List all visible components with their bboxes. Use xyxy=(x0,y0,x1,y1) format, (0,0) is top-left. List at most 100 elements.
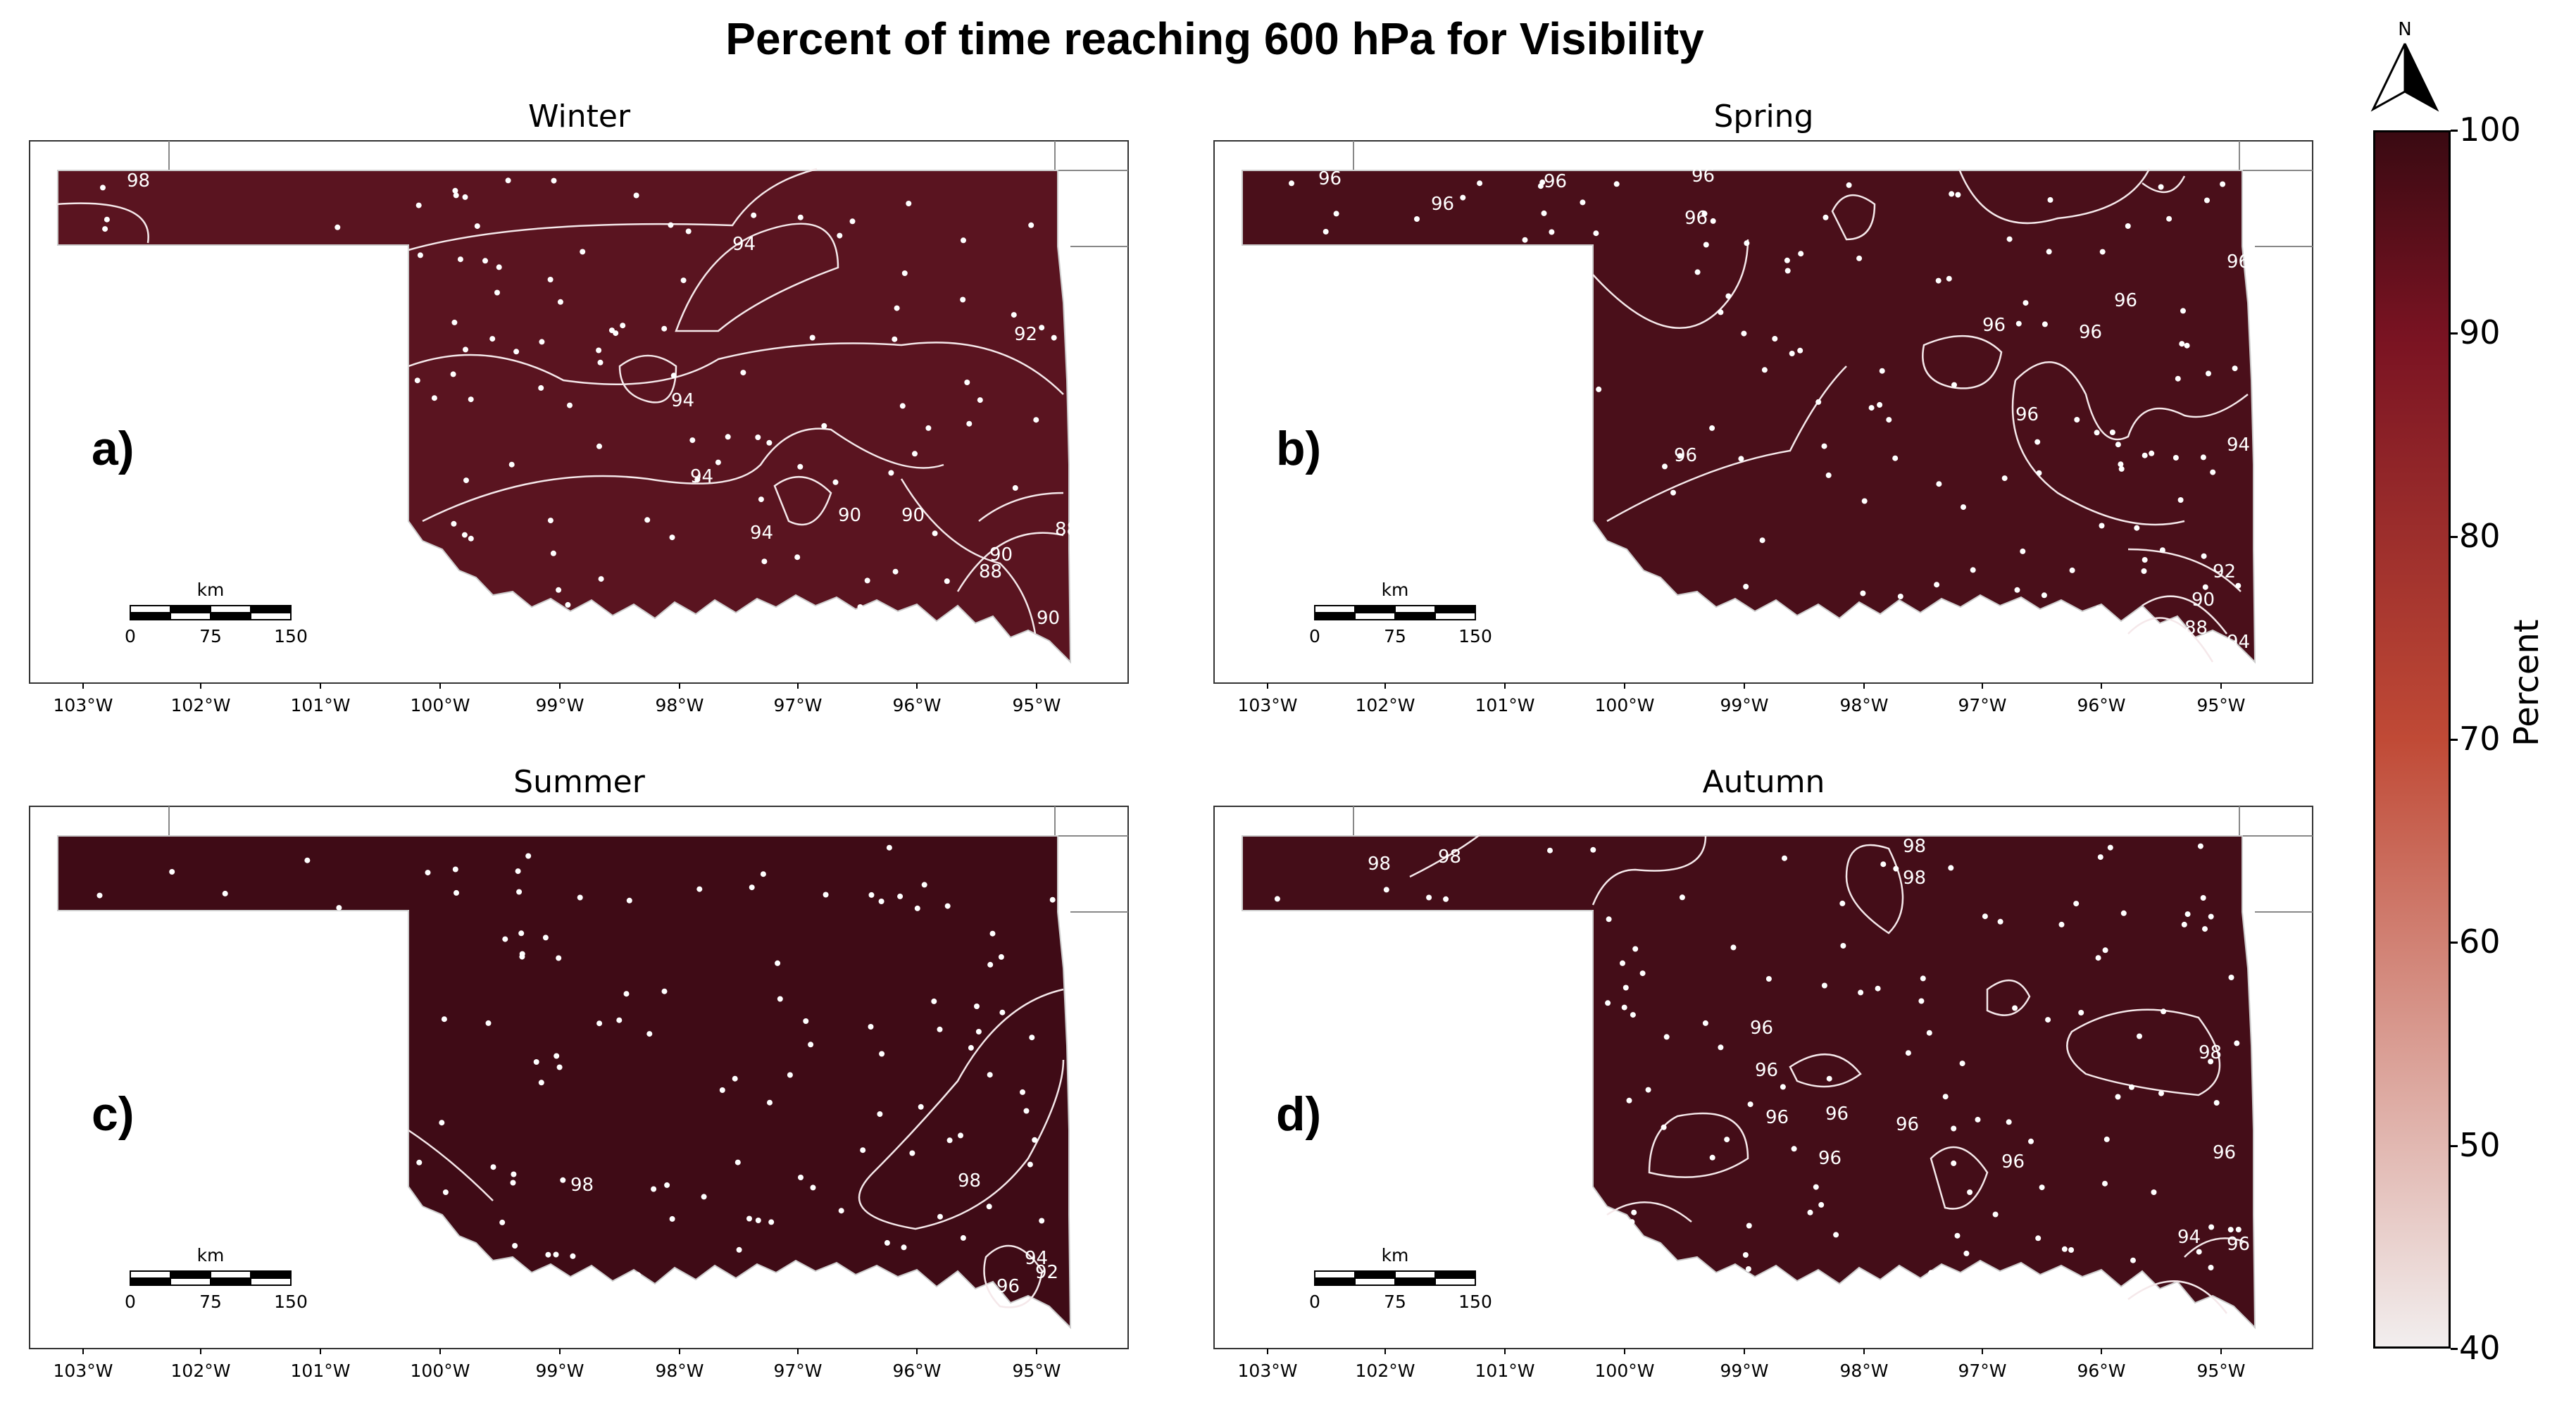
contour-label: 96 xyxy=(1684,208,1708,229)
contour-line xyxy=(2127,548,2242,592)
station-dot xyxy=(715,459,721,465)
station-dot xyxy=(932,530,938,537)
contour-line xyxy=(2066,1008,2221,1096)
station-dot xyxy=(1905,1050,1911,1056)
station-dot xyxy=(767,1099,773,1106)
station-dot xyxy=(961,237,966,244)
station-dot xyxy=(734,1159,741,1165)
contour-label: 96 xyxy=(1318,168,1342,189)
station-dot xyxy=(431,395,437,401)
station-dot xyxy=(946,1137,953,1144)
station-dot xyxy=(556,955,562,961)
station-dot xyxy=(897,893,904,899)
station-dot xyxy=(2125,223,2131,229)
station-dot xyxy=(1460,194,1466,201)
lon-tick-label: 102°W xyxy=(1356,1361,1415,1381)
station-dot xyxy=(803,1018,809,1024)
map-panel-winter: Winter 98 96 96 94 94 94 94 92 90 90 90 90 88 88 103°W 1… xyxy=(28,99,1130,754)
station-dot xyxy=(1741,330,1747,337)
station-dot xyxy=(751,212,757,218)
station-dot xyxy=(798,1175,804,1180)
station-dot xyxy=(857,604,863,610)
station-dot xyxy=(964,380,970,385)
lon-tick-label: 98°W xyxy=(1839,1361,1888,1381)
station-dot xyxy=(442,1189,449,1195)
station-dot xyxy=(1626,1097,1632,1104)
contour-line xyxy=(1606,1201,1692,1223)
station-dot xyxy=(877,1111,883,1117)
station-dot xyxy=(1982,913,1988,920)
station-dot xyxy=(542,934,549,941)
station-dot xyxy=(899,403,906,409)
station-dot xyxy=(921,882,927,888)
contour-line xyxy=(1845,844,1904,934)
station-dot xyxy=(1860,590,1866,596)
station-dot xyxy=(1789,351,1795,356)
lon-tick-label: 98°W xyxy=(655,1361,704,1381)
station-dot xyxy=(2107,844,2113,851)
contour-line xyxy=(2127,595,2227,663)
station-dot xyxy=(554,1053,560,1059)
station-dot xyxy=(547,518,554,524)
scale-bar: km 0 75 150 xyxy=(1309,580,1492,646)
station-dot xyxy=(794,554,801,561)
station-dot xyxy=(1856,255,1863,261)
contour-line xyxy=(408,342,1064,395)
contour-label: 90 xyxy=(989,544,1013,565)
station-dot xyxy=(1839,900,1846,906)
station-dot xyxy=(551,177,557,184)
lon-tick-label: 99°W xyxy=(535,695,584,715)
contour-line xyxy=(422,427,944,523)
station-dot xyxy=(533,1059,539,1065)
station-dot xyxy=(809,335,815,341)
station-dot xyxy=(2020,548,2026,554)
station-dot xyxy=(2095,955,2101,961)
contour-label: 90 xyxy=(2192,589,2215,611)
station-dot xyxy=(414,377,420,384)
contour-label: 96 xyxy=(1896,1114,1919,1135)
station-dot xyxy=(2115,1094,2121,1100)
station-dot xyxy=(461,532,468,538)
station-dot xyxy=(1868,405,1875,411)
station-dot xyxy=(689,437,696,444)
station-dot xyxy=(2039,1184,2045,1191)
station-dot xyxy=(2151,1189,2157,1195)
station-dot xyxy=(635,1272,641,1278)
station-dot xyxy=(485,1020,492,1026)
station-dot xyxy=(596,347,602,354)
station-dot xyxy=(958,1132,963,1139)
station-dot xyxy=(1730,944,1737,951)
station-dot xyxy=(417,252,423,258)
station-dot xyxy=(1951,1125,1957,1132)
station-dot xyxy=(513,349,520,355)
station-dot xyxy=(701,1194,707,1200)
station-dot xyxy=(2118,465,2125,472)
station-dot xyxy=(577,894,583,901)
station-dot xyxy=(1861,498,1868,504)
station-dot xyxy=(2235,582,2242,589)
station-dot xyxy=(633,192,639,199)
station-dot xyxy=(547,277,554,282)
contour-label: 92 xyxy=(1035,1262,1058,1283)
station-dot xyxy=(860,1147,866,1154)
station-dot xyxy=(925,425,932,431)
station-dot xyxy=(661,325,668,332)
scale-bar-label: 0 xyxy=(1309,626,1320,646)
station-dot xyxy=(1747,1101,1753,1108)
station-dot xyxy=(644,517,651,523)
station-dot xyxy=(2097,854,2103,861)
station-dot xyxy=(2161,1008,2167,1015)
station-dot xyxy=(623,991,630,997)
station-dot xyxy=(620,323,626,329)
station-dot xyxy=(669,535,675,541)
panel-title: Winter xyxy=(527,99,631,135)
station-dot xyxy=(565,601,571,608)
station-dot xyxy=(661,988,668,994)
station-dot xyxy=(651,1186,657,1192)
contour-label: 96 xyxy=(2114,290,2137,311)
station-dot xyxy=(334,224,341,230)
station-dot xyxy=(1725,293,1732,299)
scale-bar: km 0 75 150 xyxy=(125,1245,308,1312)
map-canvas: 98 98 98 98 96 96 96 96 96 96 96 98 96 94 96 103°W 102°W… xyxy=(1213,806,2313,1381)
panel-letter: d) xyxy=(1276,1087,1321,1141)
